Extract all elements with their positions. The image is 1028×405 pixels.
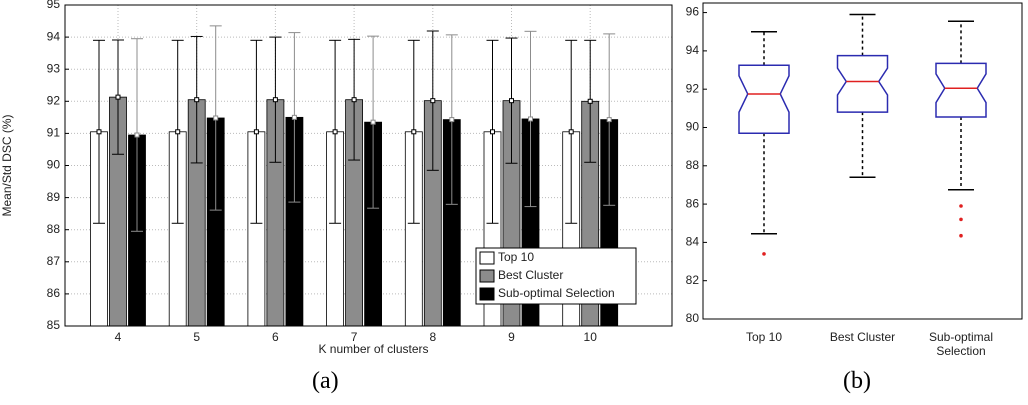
legend-label: Best Cluster	[498, 268, 563, 282]
axes-frame	[702, 2, 1023, 320]
error-bar	[565, 39, 578, 224]
error-bar	[112, 39, 124, 155]
y-tick-label: 85	[47, 318, 61, 332]
x-tick-label: Top 10	[745, 330, 783, 344]
x-axis-label: K number of clusters	[318, 342, 428, 356]
y-tick-label: 86	[47, 286, 61, 300]
error-bar	[329, 39, 342, 224]
x-tick-label: 8	[429, 330, 436, 344]
box	[738, 64, 790, 134]
error-bar	[426, 30, 439, 171]
x-tick-label: Sub-optimal Selection	[928, 330, 994, 358]
x-tick-label: 5	[193, 330, 200, 344]
y-tick-label: 87	[47, 254, 61, 268]
error-bar	[348, 38, 361, 161]
flier	[959, 233, 963, 238]
error-bar	[269, 36, 282, 163]
y-tick-label: 92	[47, 93, 61, 107]
error-bar	[288, 32, 301, 203]
error-bar	[407, 39, 420, 224]
flier	[959, 204, 963, 208]
error-bar	[131, 38, 143, 232]
error-bar	[250, 39, 263, 224]
y-tick-label: 94	[47, 29, 61, 43]
x-tick-label: 10	[584, 330, 598, 344]
x-tick-label: 4	[115, 330, 122, 344]
legend-label: Sub-optimal Selection	[498, 286, 615, 300]
y-tick-label: 91	[47, 126, 61, 140]
y-tick-label: 88	[47, 222, 61, 236]
error-bar	[209, 25, 222, 211]
error-bar	[486, 39, 499, 224]
legend-swatch	[479, 287, 495, 301]
legend-swatch	[479, 269, 495, 283]
caption: (b)	[843, 368, 871, 394]
caption: (a)	[312, 368, 339, 394]
error-bar	[93, 39, 105, 224]
error-bar	[505, 37, 518, 164]
error-bar	[584, 39, 597, 163]
error-bar	[190, 35, 203, 164]
legend-label: Top 10	[498, 250, 534, 264]
y-axis-label: Mean/Std DSC (%)	[0, 114, 14, 216]
y-tick-label: 90	[47, 158, 61, 172]
x-tick-label: 6	[272, 330, 279, 344]
axes-frame	[64, 4, 673, 327]
y-tick-label: 82	[686, 273, 700, 287]
x-tick-label: 9	[508, 330, 515, 344]
error-bar	[445, 34, 458, 205]
box	[836, 54, 889, 113]
x-tick-label: 7	[351, 330, 358, 344]
x-tick-label: Best Cluster	[829, 330, 896, 344]
y-tick-label: 96	[686, 5, 700, 19]
y-tick-label: 80	[686, 311, 700, 325]
y-tick-label: 94	[686, 43, 700, 57]
y-tick-label: 86	[686, 196, 700, 210]
error-bar	[171, 39, 184, 224]
y-tick-label: 92	[686, 81, 700, 95]
legend-swatch	[479, 251, 495, 265]
legend	[475, 247, 637, 305]
flier	[959, 217, 963, 222]
y-tick-label: 95	[47, 0, 61, 11]
y-tick-label: 93	[47, 61, 61, 75]
flier	[762, 252, 766, 256]
y-tick-label: 90	[686, 120, 700, 134]
box	[935, 62, 987, 118]
error-bar	[367, 35, 380, 209]
y-tick-label: 89	[47, 190, 61, 204]
error-bar	[524, 30, 537, 208]
y-tick-label: 88	[686, 158, 700, 172]
error-bar	[603, 33, 616, 206]
y-tick-label: 84	[686, 235, 700, 249]
